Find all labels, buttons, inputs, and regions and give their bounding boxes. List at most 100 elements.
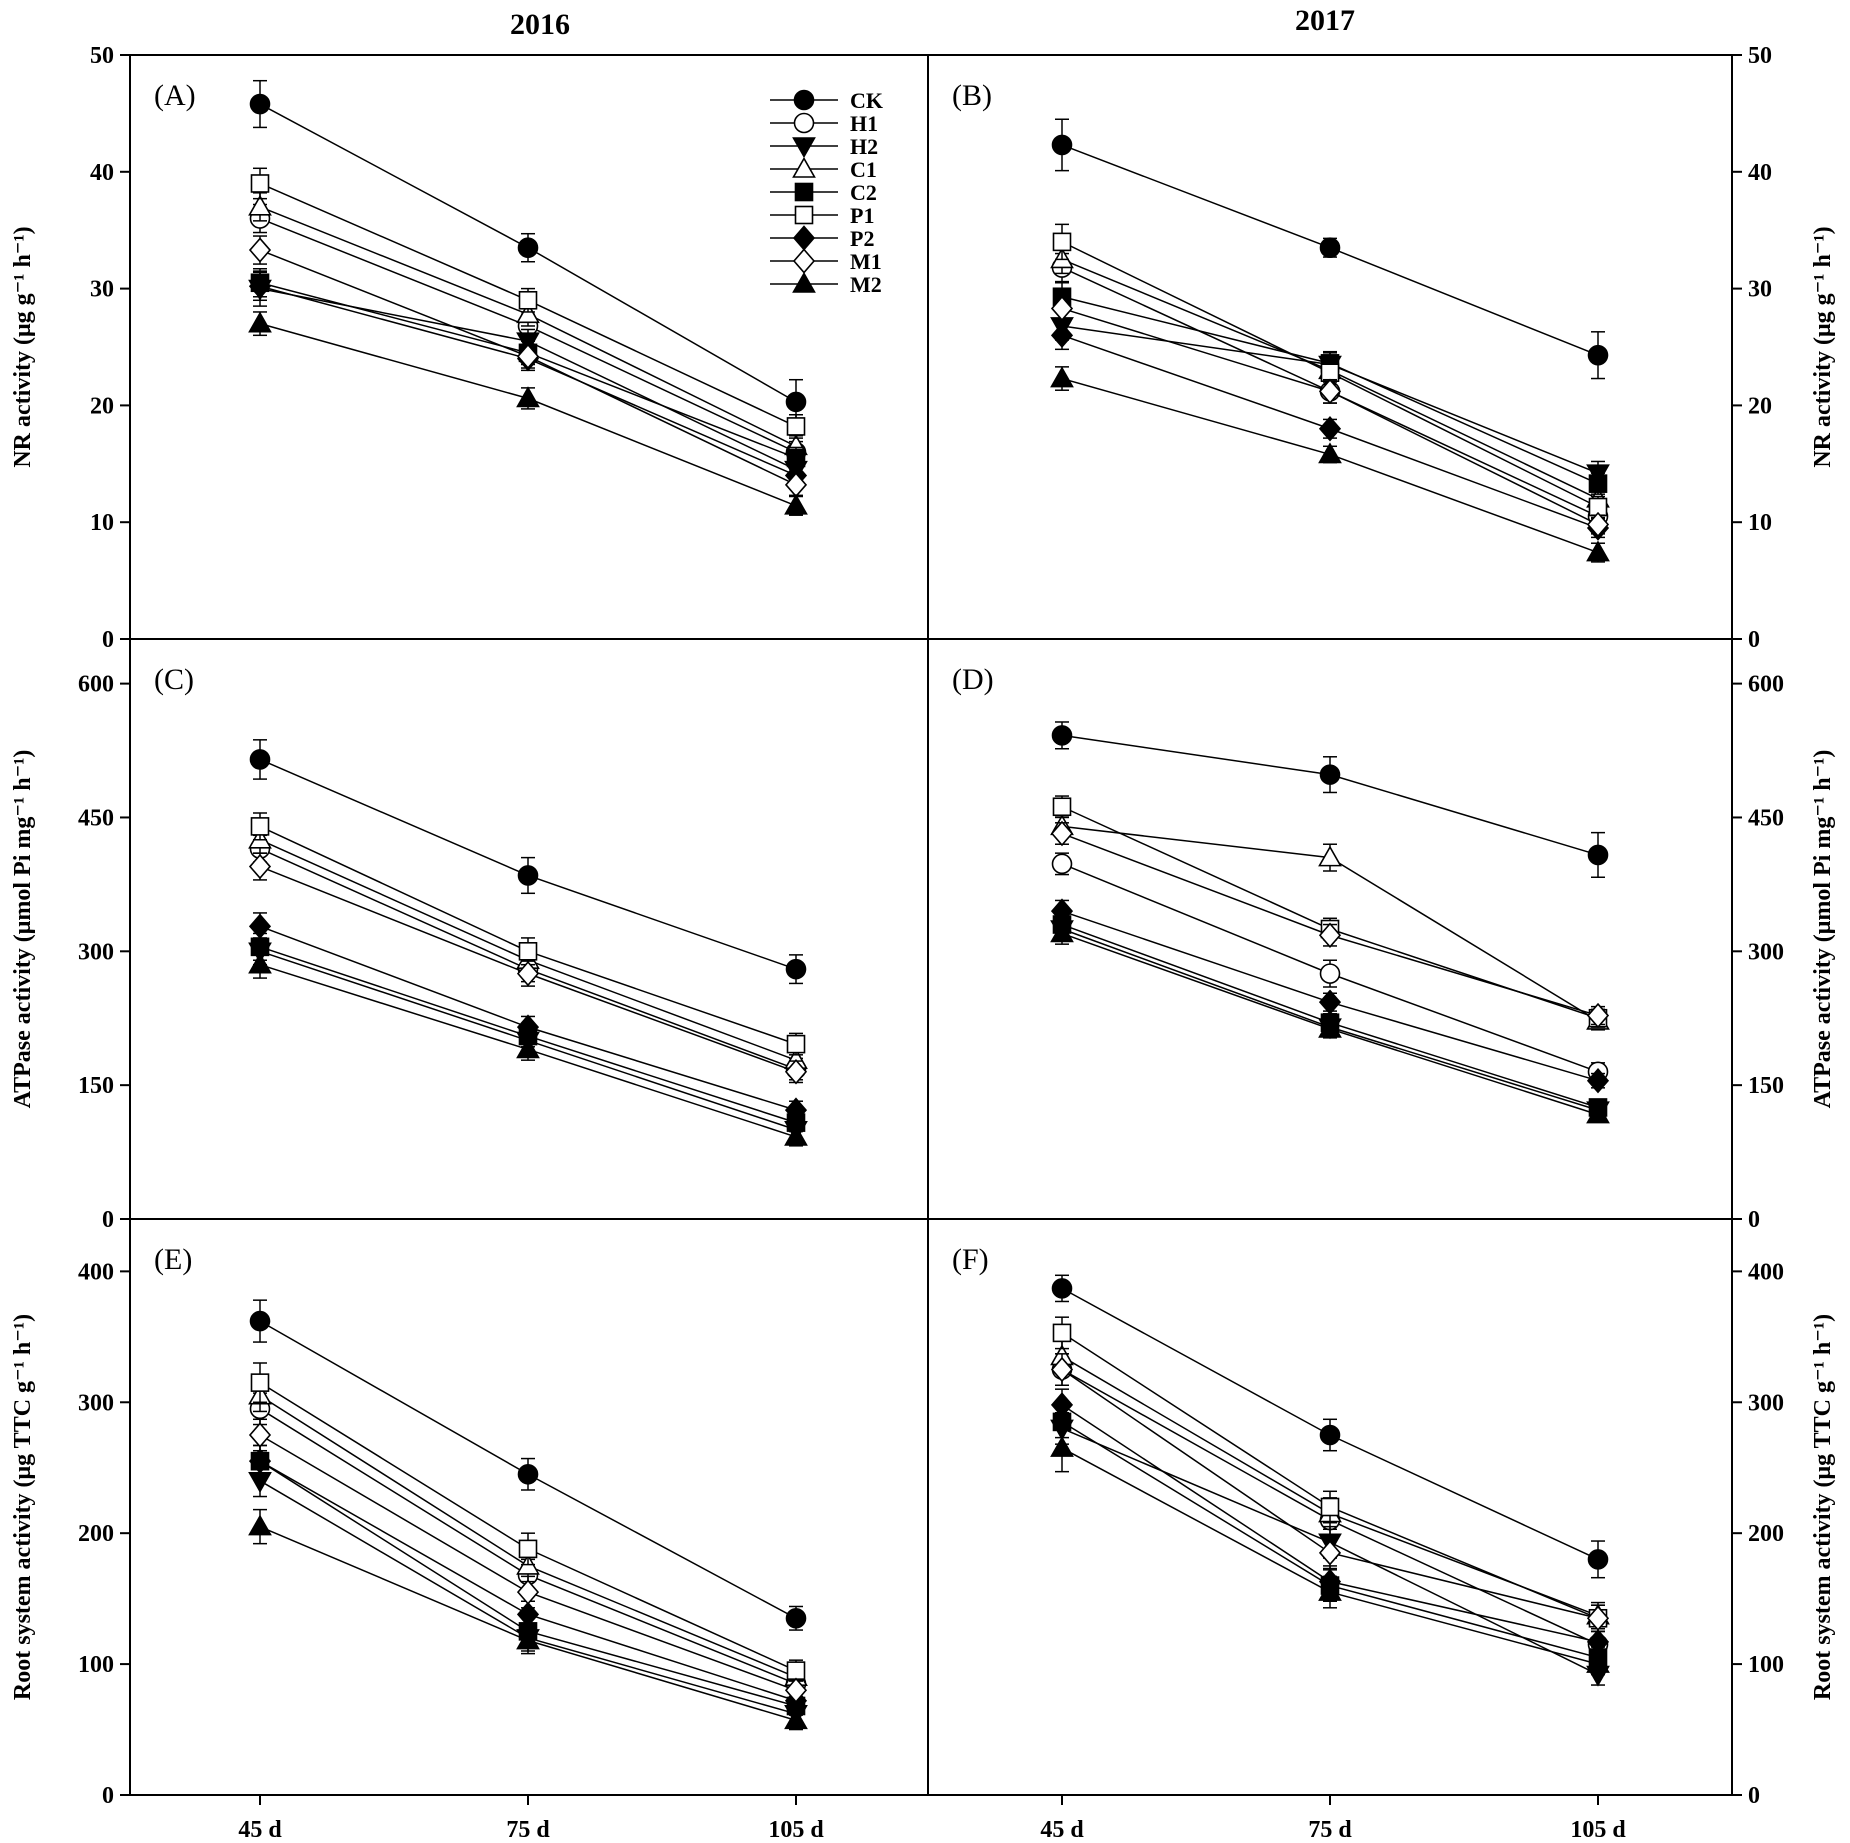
series-m1 [248, 852, 808, 1085]
data-point [1050, 322, 1074, 349]
data-point [1052, 797, 1072, 817]
data-point [1586, 1605, 1610, 1631]
data-point [248, 273, 272, 299]
legend-marker [792, 156, 816, 178]
data-point [250, 1373, 270, 1392]
series-m2 [1050, 366, 1610, 563]
y-tick-label: 150 [78, 1073, 114, 1099]
panel-label: (B) [952, 79, 992, 112]
legend-marker [794, 182, 814, 202]
data-point [1050, 1392, 1074, 1418]
legend-marker [793, 89, 815, 111]
legend-label: P1 [850, 203, 874, 228]
legend-label: H1 [850, 111, 878, 136]
y-tick-label: 50 [90, 43, 114, 69]
y-tick-label: 10 [1748, 510, 1772, 536]
y-tick-label: 0 [102, 1207, 114, 1233]
y-axis-label: NR activity (μg g⁻¹ h⁻¹) [10, 226, 36, 467]
data-point [1586, 511, 1610, 538]
series-p2 [248, 912, 808, 1123]
x-tick-label: 45 d [1040, 1817, 1084, 1843]
y-tick-label: 30 [1748, 277, 1772, 303]
data-point [517, 237, 539, 259]
data-point [1052, 1323, 1072, 1343]
data-point [1586, 1002, 1610, 1029]
y-tick-label: 40 [1748, 160, 1772, 186]
data-point [516, 1601, 540, 1628]
y-axis-label: ATPase activity (μmol Pi mg⁻¹ h⁻¹) [10, 750, 36, 1109]
data-point [1320, 363, 1340, 382]
y-tick-label: 0 [1748, 1207, 1760, 1233]
y-tick-label: 0 [1748, 1783, 1760, 1809]
year-label-2017: 2017 [1295, 4, 1355, 37]
data-point [1318, 922, 1342, 948]
legend-label: H2 [850, 134, 878, 159]
series-m1 [1050, 820, 1610, 1029]
legend-label: C2 [850, 180, 877, 205]
panel-label: (E) [154, 1243, 192, 1276]
series-ck [1051, 118, 1609, 380]
data-point [786, 1661, 806, 1680]
y-tick-label: 100 [78, 1652, 114, 1678]
data-point [1050, 1356, 1074, 1383]
data-point [249, 93, 271, 115]
data-point [1051, 134, 1073, 156]
y-tick-label: 300 [1748, 1390, 1784, 1416]
data-point [1319, 237, 1341, 259]
y-tick-label: 400 [1748, 1259, 1784, 1285]
series-p1 [250, 812, 806, 1056]
y-tick-label: 600 [78, 672, 114, 698]
data-point [786, 1034, 806, 1054]
data-point [516, 343, 540, 370]
y-tick-label: 20 [90, 393, 114, 419]
series-m2 [1050, 1423, 1610, 1676]
y-tick-label: 50 [1748, 43, 1772, 69]
data-point [1051, 725, 1073, 746]
y-tick-label: 200 [78, 1521, 114, 1547]
data-point [248, 1422, 272, 1448]
data-point [248, 311, 272, 333]
y-tick-label: 10 [90, 510, 114, 536]
legend-item-ck: CK [770, 88, 883, 113]
panel-e: 0 100 200 300 400 Root system activity (μg TT… [10, 1243, 808, 1809]
y-axis-label: Root system activity (μg TTC g⁻¹ h⁻¹) [10, 1314, 36, 1700]
data-point [516, 1579, 540, 1605]
data-point [1319, 764, 1341, 785]
y-tick-label: 450 [78, 805, 114, 831]
panel-a: 0 10 20 30 40 50 NR activity (μg g⁻¹ h⁻¹) (A) [10, 43, 808, 653]
year-label-2016: 2016 [510, 8, 570, 41]
series-ck [249, 739, 807, 985]
legend-marker [792, 137, 816, 159]
y-axis-label: ATPase activity (μmol Pi mg⁻¹ h⁻¹) [1810, 750, 1836, 1109]
data-point [1587, 844, 1609, 866]
data-point [518, 290, 538, 310]
series-ck [1051, 721, 1609, 878]
data-point [1050, 921, 1074, 943]
y-axis-label: Root system activity (μg TTC g⁻¹ h⁻¹) [1810, 1314, 1836, 1700]
x-tick-label: 75 d [506, 1817, 550, 1843]
data-point [784, 1124, 808, 1146]
series-ck [249, 1299, 807, 1631]
data-point [248, 237, 272, 263]
series-m2 [248, 311, 808, 516]
panel-label: (F) [952, 1243, 989, 1276]
data-point [1050, 295, 1074, 322]
data-point [1318, 378, 1342, 405]
y-tick-label: 0 [102, 627, 114, 653]
data-point [1051, 1278, 1073, 1299]
panel-label: (C) [154, 663, 194, 696]
data-point [249, 749, 271, 770]
data-point [517, 865, 539, 886]
data-point [249, 1310, 271, 1332]
data-point [785, 958, 807, 980]
data-point [1050, 366, 1074, 388]
x-tick-label: 105 d [768, 1817, 824, 1843]
data-point [784, 493, 808, 515]
data-point [1050, 1435, 1074, 1457]
data-point [248, 913, 272, 940]
data-point [1319, 1424, 1341, 1446]
y-tick-label: 100 [1748, 1652, 1784, 1678]
panel-b: 0 10 20 30 40 50 NR activity (μg g⁻¹ h⁻¹) (B) [952, 43, 1836, 653]
data-point [1586, 1102, 1610, 1124]
